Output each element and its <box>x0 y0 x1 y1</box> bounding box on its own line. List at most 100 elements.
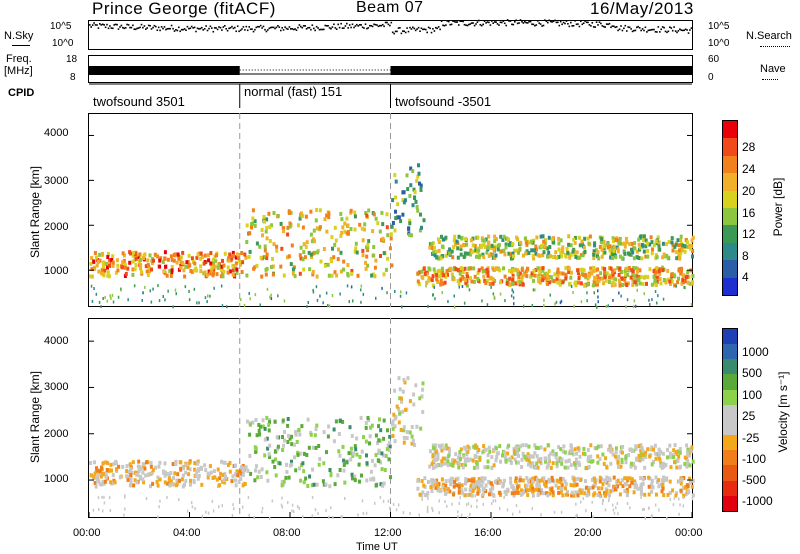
echo-cell <box>248 453 252 458</box>
echo-cell <box>543 481 547 486</box>
echo-cell <box>668 479 672 484</box>
echo-cell <box>379 428 383 433</box>
nsky-point <box>357 25 360 27</box>
echo-cell <box>441 245 445 250</box>
echo-cell <box>411 438 415 443</box>
echo-cell <box>655 280 659 284</box>
echo-cell <box>275 435 279 440</box>
nsky-point <box>682 29 684 32</box>
beam-title: Beam 07 <box>356 0 424 16</box>
echo-cell <box>230 256 234 261</box>
echo-cell <box>280 246 284 251</box>
echo-cell <box>342 463 346 467</box>
nsky-point <box>232 27 235 30</box>
ground-scatter-cell <box>492 292 495 296</box>
nsky-point <box>295 29 298 31</box>
echo-cell <box>688 480 692 485</box>
ground-scatter-cell <box>512 296 515 300</box>
echo-cell <box>454 452 458 457</box>
ground-scatter-cell <box>184 285 187 289</box>
echo-cell <box>526 488 530 493</box>
echo-cell <box>669 465 673 470</box>
echo-cell <box>498 490 502 495</box>
echo-cell <box>90 274 94 279</box>
echo-cell <box>434 464 438 469</box>
echo-cell <box>211 476 215 480</box>
ground-scatter-cell <box>287 501 289 505</box>
echo-cell <box>167 473 171 478</box>
echo-cell <box>211 257 215 262</box>
echo-cell <box>354 447 358 452</box>
ground-scatter-cell <box>531 507 534 511</box>
echo-cell <box>519 240 522 245</box>
echo-cell <box>379 254 382 258</box>
nsky-point <box>157 26 160 29</box>
nsky-point <box>302 25 305 27</box>
ground-scatter-cell <box>103 495 105 499</box>
ground-scatter-cell <box>142 291 144 295</box>
echo-cell <box>115 467 118 472</box>
echo-cell <box>581 488 585 493</box>
echo-cell <box>652 447 655 452</box>
nsky-point <box>259 24 262 27</box>
echo-cell <box>677 276 680 281</box>
ground-scatter-cell <box>468 288 471 292</box>
nsky-point <box>246 29 249 32</box>
ground-scatter-cell <box>650 514 653 518</box>
nave-tick-low: 0 <box>708 72 714 83</box>
echo-cell <box>391 221 395 225</box>
echo-cell <box>264 229 268 234</box>
echo-cell <box>326 434 330 439</box>
ground-scatter-cell <box>591 500 593 504</box>
echo-cell <box>180 477 184 482</box>
echo-cell <box>134 256 138 261</box>
nsky-point <box>459 20 461 22</box>
echo-cell <box>293 274 297 279</box>
nsky-point <box>248 26 250 28</box>
nsky-point <box>195 30 197 33</box>
echo-cell <box>603 275 607 280</box>
echo-cell <box>689 449 693 454</box>
echo-cell <box>372 245 376 249</box>
echo-cell <box>211 273 215 278</box>
echo-cell <box>658 456 661 461</box>
echo-cell <box>526 493 530 498</box>
echo-cell <box>558 282 562 287</box>
echo-cell <box>272 242 276 247</box>
echo-cell <box>478 457 482 462</box>
ground-scatter-cell <box>150 300 153 304</box>
echo-cell <box>659 281 663 286</box>
echo-cell <box>536 253 540 258</box>
echo-cell <box>641 457 645 462</box>
echo-cell <box>105 261 109 266</box>
nsky-point <box>565 20 568 22</box>
echo-cell <box>421 490 425 495</box>
colorbar-segment <box>723 419 737 436</box>
echo-cell <box>581 253 585 258</box>
echo-cell <box>104 475 108 480</box>
echo-cell <box>584 275 588 280</box>
echo-cell <box>661 486 665 491</box>
echo-cell <box>436 280 440 284</box>
echo-cell <box>560 248 564 253</box>
echo-cell <box>305 453 309 457</box>
echo-cell <box>462 455 466 459</box>
nsky-point <box>549 20 552 23</box>
echo-cell <box>221 473 225 478</box>
freq-unit-label: [MHz] <box>4 65 33 77</box>
nsky-point <box>391 31 394 34</box>
ground-scatter-cell <box>620 294 622 298</box>
echo-cell <box>257 428 261 433</box>
nsky-point <box>129 26 131 29</box>
ground-scatter-cell <box>597 289 599 293</box>
echo-cell <box>274 449 278 454</box>
nsky-point <box>116 23 118 26</box>
echo-cell <box>225 477 229 481</box>
echo-cell <box>196 459 200 464</box>
nsky-point <box>328 27 331 29</box>
nsky-point <box>664 30 667 33</box>
ground-scatter-cell <box>560 299 563 303</box>
ground-scatter-cell <box>298 506 300 510</box>
nsky-point <box>633 29 635 32</box>
nsky-point <box>153 24 156 27</box>
